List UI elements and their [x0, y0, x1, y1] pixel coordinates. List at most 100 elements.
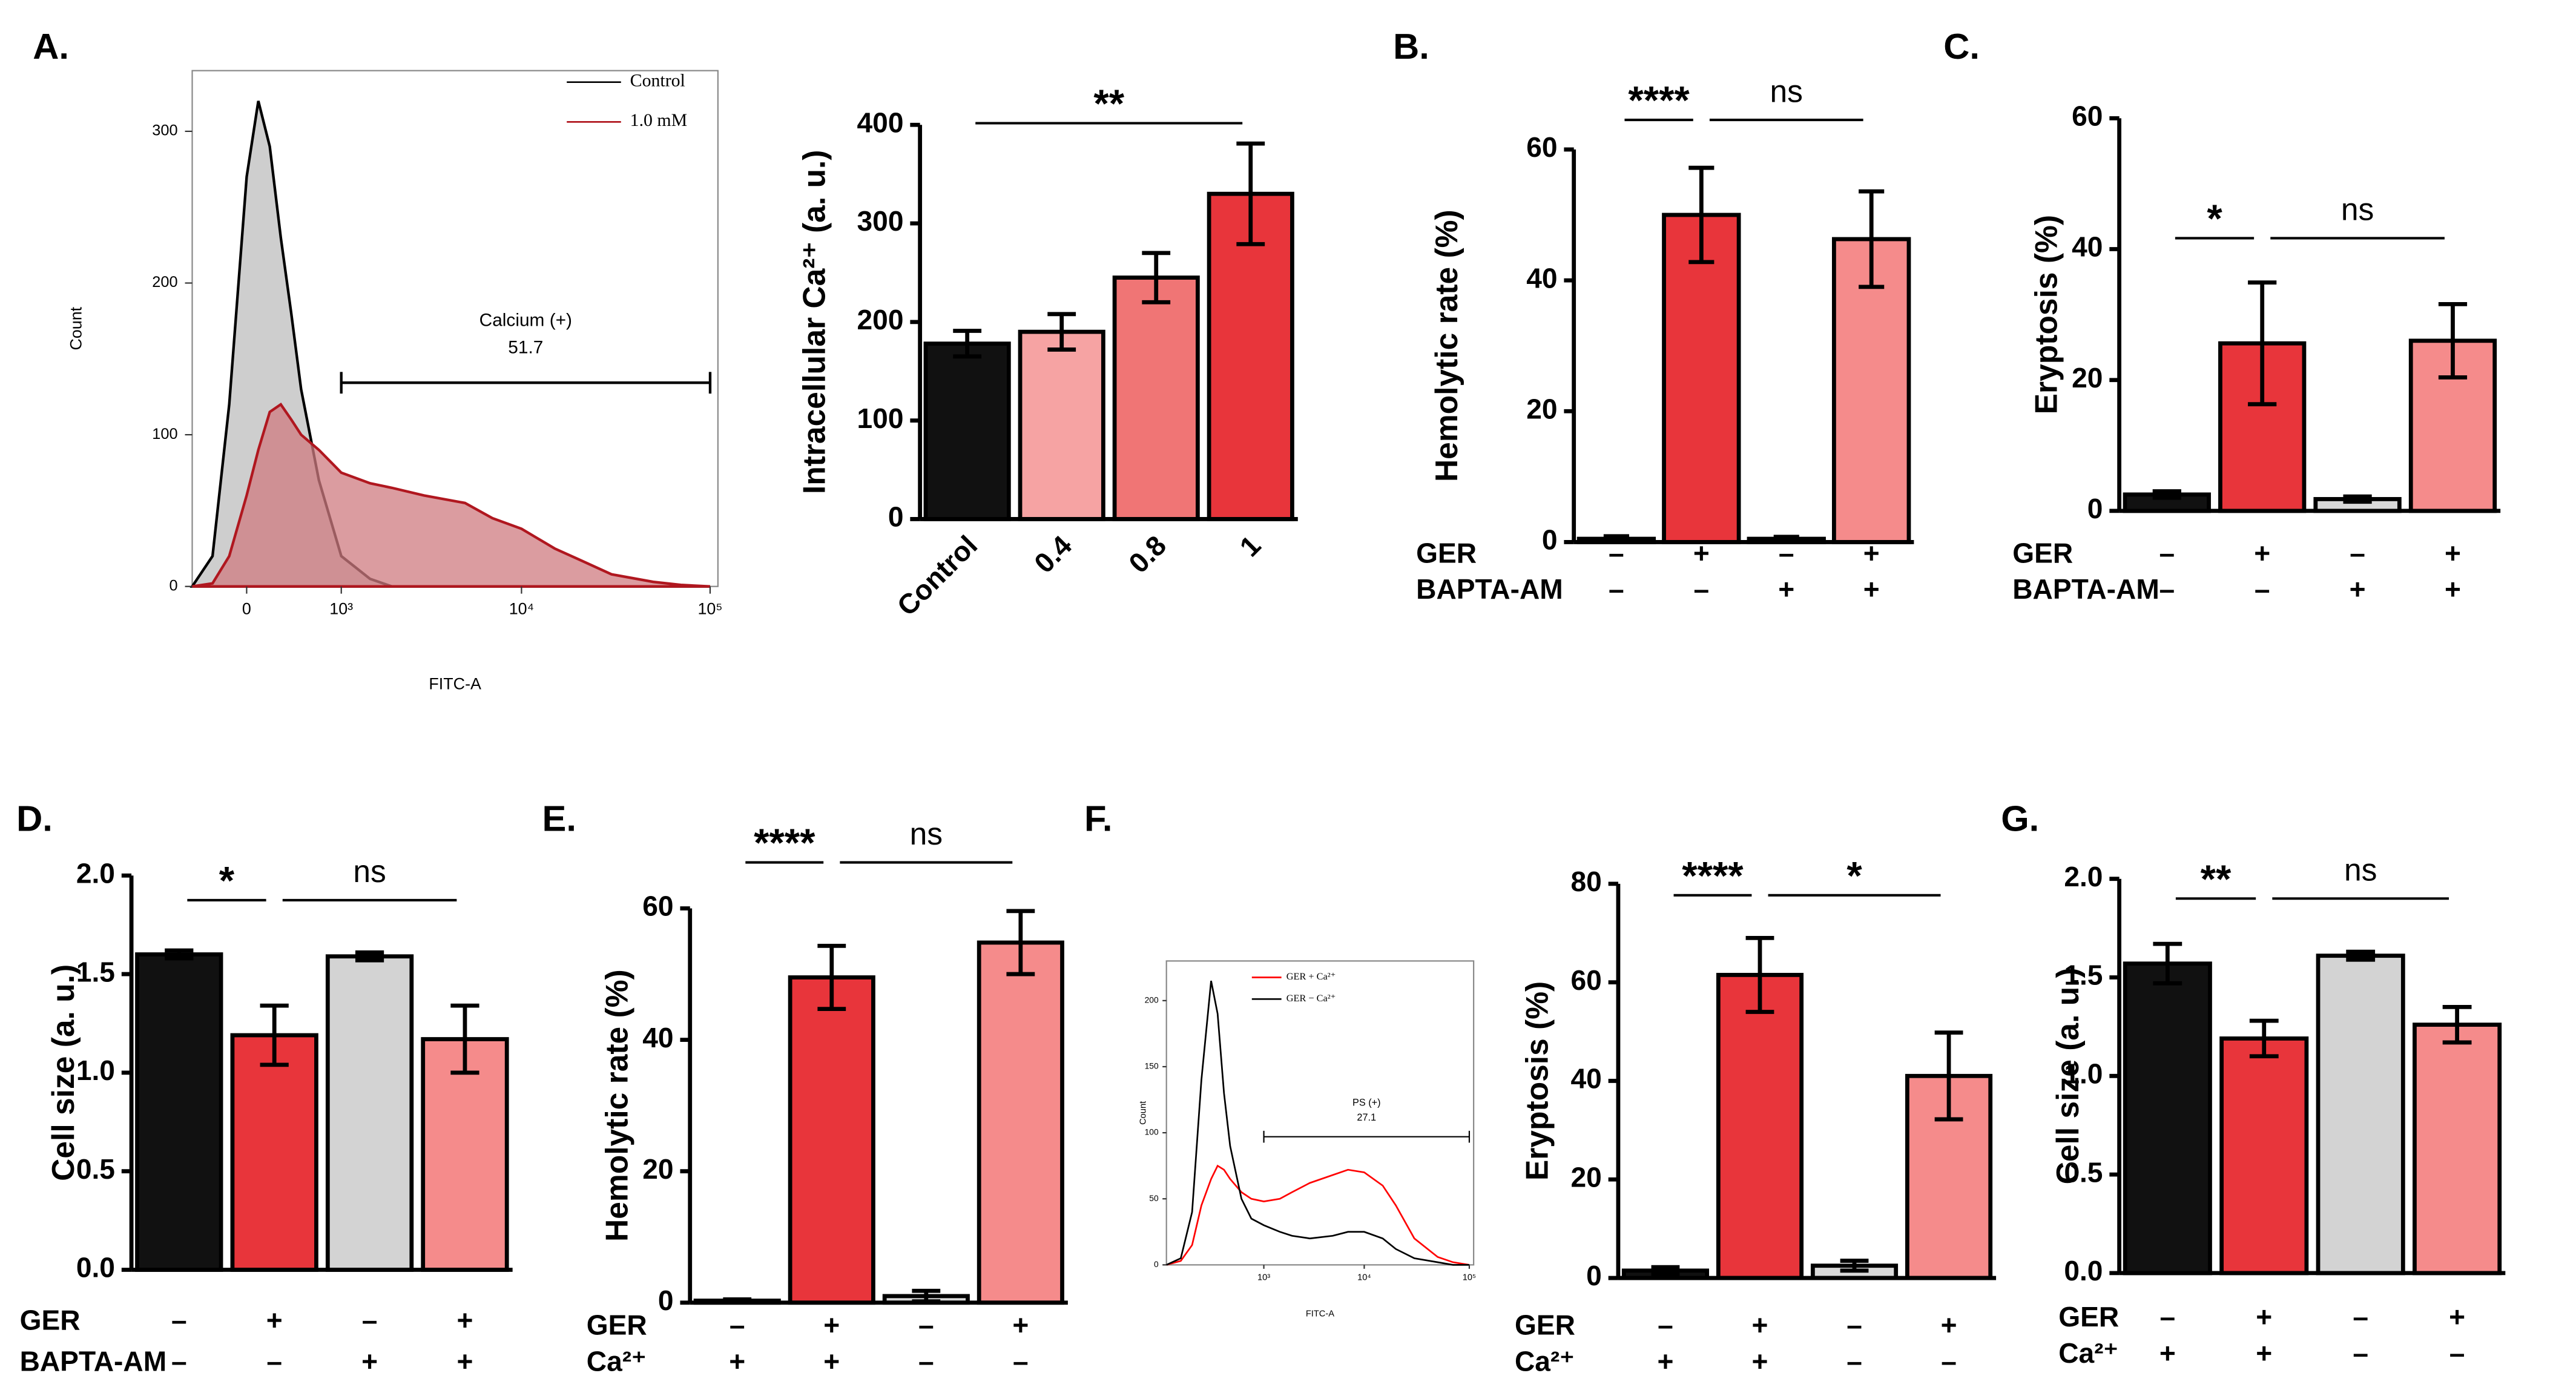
y-tick-label: 40 [1570, 1063, 1601, 1095]
x-tick-label: 0.8 [1122, 529, 1172, 579]
y-tick-label: 400 [857, 107, 904, 138]
error-bar [450, 1003, 479, 1075]
condition-sign: + [361, 1345, 378, 1377]
x-tick-label: 10³ [329, 600, 353, 618]
condition-sign: + [1863, 573, 1880, 605]
y-tick-label: 1.0 [2064, 1058, 2103, 1089]
y-axis-label: Eryptosis (%) [1519, 981, 1554, 1181]
panel-letter: C. [1943, 26, 1980, 67]
condition-sign: + [266, 1305, 283, 1336]
y-tick-label: 0 [1154, 1259, 1159, 1269]
gate-label: PS (+) [1352, 1098, 1381, 1108]
bar [230, 1033, 318, 1272]
bar [1018, 329, 1105, 521]
y-tick-label: 100 [1145, 1127, 1159, 1137]
panel-letter: D. [16, 798, 53, 838]
condition-sign: – [2255, 573, 2270, 605]
bar [2413, 1023, 2502, 1276]
gate [1263, 1130, 1471, 1143]
condition-sign: – [2353, 1301, 2368, 1332]
y-tick-label: 200 [1145, 995, 1159, 1004]
error-bar [1840, 1259, 1869, 1273]
error-bar [2153, 941, 2182, 986]
y-tick-label: 1.5 [2064, 960, 2103, 991]
condition-sign: – [1846, 1309, 1862, 1341]
error-bar [165, 948, 194, 961]
error-bar [817, 944, 846, 1011]
error-bar [953, 329, 982, 359]
y-axis-label: Count [67, 306, 85, 350]
bar [2123, 961, 2212, 1276]
condition-sign: – [1658, 1309, 1673, 1341]
x-tick-label: 0 [242, 600, 251, 618]
bar [1716, 973, 1804, 1280]
condition-sign: + [456, 1345, 473, 1377]
y-tick-label: 60 [642, 891, 673, 922]
bar [2316, 953, 2405, 1276]
y-axis-label: Cell size (a. u.) [45, 964, 81, 1181]
condition-sign: – [2449, 1337, 2465, 1369]
y-tick-label: 40 [2072, 231, 2103, 263]
legend-label: GER − Ca²⁺ [1286, 992, 1336, 1004]
error-bar [1934, 1030, 1963, 1122]
condition-sign: + [729, 1345, 745, 1377]
y-tick-label: 20 [2072, 362, 2103, 394]
bar [788, 975, 875, 1305]
significance-label: ns [1770, 73, 1803, 108]
y-tick-label: 200 [152, 274, 177, 291]
condition-sign: – [2159, 573, 2175, 605]
plot-frame [1165, 960, 1475, 1266]
y-axis-label: Count [1139, 1101, 1148, 1125]
error-bar [1651, 1265, 1680, 1276]
y-axis-label: Eryptosis (%) [2029, 215, 2064, 414]
bar [977, 940, 1064, 1305]
y-tick-label: 0.0 [76, 1252, 115, 1283]
bar [135, 952, 223, 1272]
panel-letter: E. [542, 798, 576, 838]
condition-name: BAPTA-AM [20, 1345, 167, 1377]
gate-label: Calcium (+) [479, 311, 572, 331]
y-tick-label: 300 [857, 205, 904, 237]
condition-sign: + [2445, 573, 2461, 605]
y-tick-label: 0.0 [2064, 1255, 2103, 1286]
significance-label: **** [754, 821, 815, 865]
significance-label: * [1846, 854, 1862, 898]
condition-sign: + [1012, 1309, 1029, 1341]
significance-label: **** [1682, 854, 1744, 898]
gate-percent: 51.7 [508, 337, 543, 357]
error-bar [2343, 494, 2372, 504]
x-axis-label: FITC-A [1306, 1309, 1334, 1319]
condition-sign: + [2256, 1337, 2272, 1369]
y-tick-label: 20 [1570, 1161, 1601, 1193]
histogram-curve [192, 402, 711, 588]
condition-name: GER [20, 1305, 81, 1336]
significance-label: ** [1093, 82, 1124, 126]
condition-sign: + [2350, 573, 2366, 605]
histogram-curve [1166, 980, 1469, 1266]
condition-name: GER [1515, 1309, 1575, 1341]
y-tick-label: 2.0 [76, 857, 115, 889]
legend-label: 1.0 mM [630, 110, 687, 130]
x-tick-label: 10⁵ [697, 600, 722, 618]
y-tick-label: 80 [1570, 866, 1601, 897]
error-bar [2346, 949, 2376, 962]
error-bar [260, 1003, 289, 1067]
bar [923, 341, 1011, 521]
y-tick-label: 150 [1145, 1061, 1159, 1071]
condition-sign: + [1941, 1309, 1957, 1341]
y-tick-label: 100 [857, 403, 904, 434]
condition-sign: + [2256, 1301, 2272, 1332]
condition-sign: – [918, 1309, 934, 1341]
condition-sign: + [2445, 537, 2461, 568]
condition-sign: – [171, 1305, 187, 1336]
y-tick-label: 60 [1570, 964, 1601, 996]
x-tick-label: 0.4 [1028, 529, 1078, 579]
error-bar [2442, 1004, 2472, 1045]
condition-sign: – [2159, 537, 2175, 568]
error-bar [1006, 909, 1035, 976]
y-tick-label: 0 [1586, 1260, 1602, 1291]
bar [325, 954, 414, 1272]
condition-name: GER [2058, 1301, 2119, 1332]
y-tick-label: 0 [1542, 524, 1558, 556]
y-tick-label: 60 [1526, 131, 1557, 163]
